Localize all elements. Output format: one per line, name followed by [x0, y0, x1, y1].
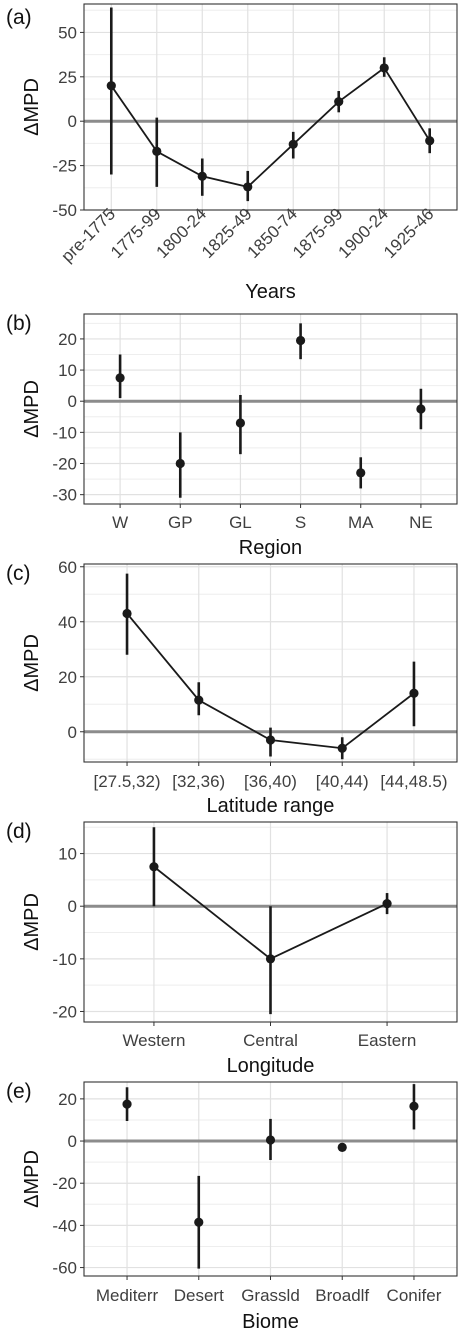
x-tick-label: [36,40) — [244, 772, 297, 791]
y-tick-label: -50 — [52, 201, 77, 220]
x-axis-title: Longitude — [227, 1055, 315, 1077]
y-tick-label: 10 — [58, 361, 77, 380]
y-tick-label: 20 — [58, 330, 77, 349]
x-tick-label: Grassld — [241, 1286, 300, 1305]
x-tick-label: Broadlf — [315, 1286, 369, 1305]
x-axis-title: Biome — [242, 1311, 299, 1333]
data-point — [265, 954, 276, 964]
y-axis-title: ΔMPD — [21, 1150, 43, 1208]
data-point — [295, 335, 306, 346]
y-tick-label: 0 — [68, 392, 77, 411]
data-point — [337, 743, 347, 753]
data-point — [425, 136, 435, 146]
x-tick-label: Western — [122, 1031, 185, 1050]
x-tick-label: NE — [409, 513, 433, 532]
y-axis-title: ΔMPD — [21, 380, 43, 438]
data-point — [334, 97, 344, 107]
y-tick-label: 60 — [58, 558, 77, 577]
data-point — [356, 468, 366, 478]
y-tick-label: -10 — [52, 423, 77, 442]
data-point — [194, 695, 204, 705]
x-tick-label: Eastern — [358, 1031, 417, 1050]
x-tick-label: Central — [243, 1031, 298, 1050]
data-point — [265, 1135, 276, 1145]
panel-label: (c) — [6, 562, 31, 585]
y-tick-label: 0 — [68, 897, 77, 916]
y-tick-label: -20 — [52, 1002, 77, 1021]
x-axis-title: Years — [245, 281, 295, 303]
data-point — [379, 63, 389, 73]
panel-label: (b) — [6, 312, 32, 335]
x-tick-label: Desert — [174, 1286, 224, 1305]
data-point — [194, 1217, 204, 1227]
data-point — [288, 139, 298, 149]
x-tick-label: GP — [168, 513, 193, 532]
panel-label: (e) — [6, 1080, 32, 1103]
data-point — [409, 1101, 419, 1111]
panel-border — [83, 313, 458, 505]
data-point — [382, 898, 392, 909]
x-axis-title: Latitude range — [207, 795, 335, 817]
y-tick-label: 50 — [58, 23, 77, 42]
y-tick-label: 0 — [68, 723, 77, 742]
y-tick-label: 25 — [58, 68, 77, 87]
data-point — [122, 608, 132, 619]
y-tick-label: -30 — [52, 486, 77, 505]
data-point — [152, 146, 162, 156]
y-tick-label: 20 — [58, 668, 77, 687]
data-point — [115, 373, 125, 383]
y-tick-label: -20 — [52, 1174, 77, 1193]
panel-label: (a) — [6, 6, 32, 29]
x-tick-label: [32,36) — [172, 772, 225, 791]
y-axis-title: ΔMPD — [21, 634, 43, 692]
y-axis-title: ΔMPD — [21, 893, 43, 951]
x-tick-label: Mediterr — [96, 1286, 159, 1305]
y-tick-label: -20 — [52, 455, 77, 474]
data-point — [235, 418, 246, 428]
panel-e: (e) -60 -40 -20 0 20 Mediterr Desert Grassld Broa… — [6, 1080, 458, 1333]
data-point — [175, 458, 185, 469]
x-tick-label: [40,44) — [316, 772, 369, 791]
y-tick-label: 10 — [58, 845, 77, 864]
y-tick-label: 40 — [58, 613, 77, 632]
y-tick-label: -60 — [52, 1259, 77, 1278]
x-tick-label: [27.5,32) — [93, 772, 160, 791]
data-point — [265, 735, 276, 745]
x-axis-title: Region — [239, 537, 302, 559]
series-line — [110, 66, 431, 188]
x-tick-label: Conifer — [387, 1286, 442, 1305]
data-point — [409, 688, 419, 698]
data-point — [243, 182, 253, 192]
data-point — [149, 862, 159, 872]
data-point — [122, 1099, 132, 1109]
x-tick-label: GL — [229, 513, 252, 532]
y-tick-label: 0 — [68, 112, 77, 131]
data-point — [197, 171, 207, 181]
data-point — [106, 81, 116, 91]
x-tick-label: S — [295, 513, 306, 532]
y-tick-label: 0 — [68, 1132, 77, 1151]
x-tick-label: MA — [348, 513, 374, 532]
y-tick-label: -25 — [52, 157, 77, 176]
panel-c: (c) 0 20 40 60 [27.5,32) [32,36) [36,40) [40,44)… — [6, 558, 458, 817]
panel-d: (d) -20 -10 0 10 Western Central Eastern Longitu… — [6, 820, 458, 1077]
y-tick-label: 20 — [58, 1090, 77, 1109]
x-tick-label: W — [112, 513, 128, 532]
x-tick-label: [44,48.5) — [380, 772, 447, 791]
data-point — [337, 1142, 347, 1152]
data-point — [416, 404, 426, 414]
y-tick-label: -40 — [52, 1216, 77, 1235]
panel-b: (b) -30 -20 -10 0 10 20 W GP GL S MA NE Region ΔMPD — [6, 312, 458, 559]
y-axis-title: ΔMPD — [21, 78, 43, 136]
panel-border — [83, 3, 458, 211]
panel-label: (d) — [6, 820, 32, 843]
y-tick-label: -10 — [52, 950, 77, 969]
